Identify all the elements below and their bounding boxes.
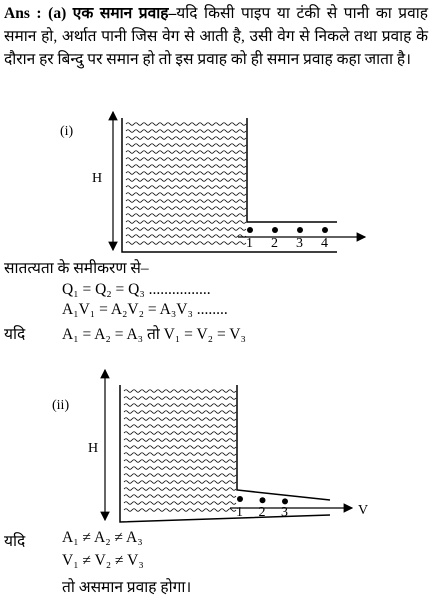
point-label: 1 — [236, 505, 243, 520]
point-label: 2 — [271, 236, 278, 251]
wave — [125, 164, 247, 168]
velocity-label: V — [358, 503, 368, 518]
wave — [125, 136, 247, 140]
condition: V₁ ≠ V₂ ≠ V₃ — [62, 552, 144, 569]
wave — [123, 466, 237, 470]
figure-label: (ii) — [52, 398, 69, 413]
wave — [123, 480, 237, 484]
wave — [125, 157, 247, 161]
wave — [125, 122, 247, 126]
wave — [125, 227, 247, 231]
wave — [123, 445, 237, 449]
wave — [125, 199, 247, 203]
wave — [125, 171, 247, 175]
condition: A₁ = A₂ = A₃ तो V₁ = V₂ = V₃ — [62, 326, 246, 343]
wave — [123, 501, 237, 505]
point-dot — [247, 227, 253, 233]
tank-outline — [121, 118, 337, 253]
wave — [123, 403, 237, 407]
wave — [125, 150, 247, 154]
if-label: यदि — [4, 533, 26, 550]
point-dot — [322, 227, 328, 233]
equation: Q₁ = Q₂ = Q₃ ................ — [62, 281, 211, 298]
wave — [125, 206, 247, 210]
wave — [125, 234, 247, 238]
if-label: यदि — [4, 326, 26, 343]
wave — [123, 459, 237, 463]
conclusion: तो असमान प्रवाह होगा। — [62, 579, 192, 596]
wave — [123, 417, 237, 421]
wave — [125, 129, 247, 133]
wave — [123, 389, 237, 393]
figure-uniform: (i) H 1 2 3 4 — [60, 110, 367, 253]
wave — [123, 410, 237, 414]
wave — [125, 143, 247, 147]
point-dot — [237, 496, 243, 502]
wave — [125, 213, 247, 217]
point-label: 3 — [296, 236, 303, 251]
wave — [125, 192, 247, 196]
water — [125, 122, 247, 245]
wave — [123, 396, 237, 400]
continuity-heading: सातत्यता के समीकरण से– — [4, 260, 149, 277]
point-label: 4 — [321, 236, 328, 251]
height-label: H — [92, 171, 102, 186]
wave — [125, 178, 247, 182]
wave — [125, 220, 247, 224]
point-label: 1 — [246, 236, 253, 251]
wave — [123, 424, 237, 428]
wave — [123, 452, 237, 456]
water — [123, 389, 237, 512]
tank-outline — [119, 385, 331, 523]
point-label: 2 — [259, 505, 266, 520]
point-dot — [272, 227, 278, 233]
height-label: H — [88, 441, 98, 456]
answer-lead: Ans : (a) एक समान प्रवाह– — [4, 5, 177, 22]
point-label: 3 — [281, 505, 288, 520]
figure-label: (i) — [60, 124, 74, 139]
point-dot — [282, 498, 288, 505]
equation: A₁V₁ = A₂V₂ = A₃V₃ ........ — [62, 301, 228, 318]
condition: A₁ ≠ A₂ ≠ A₃ — [62, 529, 143, 546]
wave — [123, 494, 237, 498]
answer-text: यदि किसी पाइप या टंकी से पानी का प्रवाह … — [4, 5, 428, 68]
wave — [123, 487, 237, 491]
wave — [125, 185, 247, 189]
point-dot — [259, 497, 266, 504]
wave — [123, 473, 237, 477]
answer-paragraph: Ans : (a) एक समान प्रवाह–यदि किसी पाइप य… — [4, 2, 428, 71]
wave — [125, 241, 247, 245]
point-dot — [297, 227, 303, 233]
wave — [123, 438, 237, 442]
wave — [123, 431, 237, 435]
wave — [123, 508, 237, 512]
